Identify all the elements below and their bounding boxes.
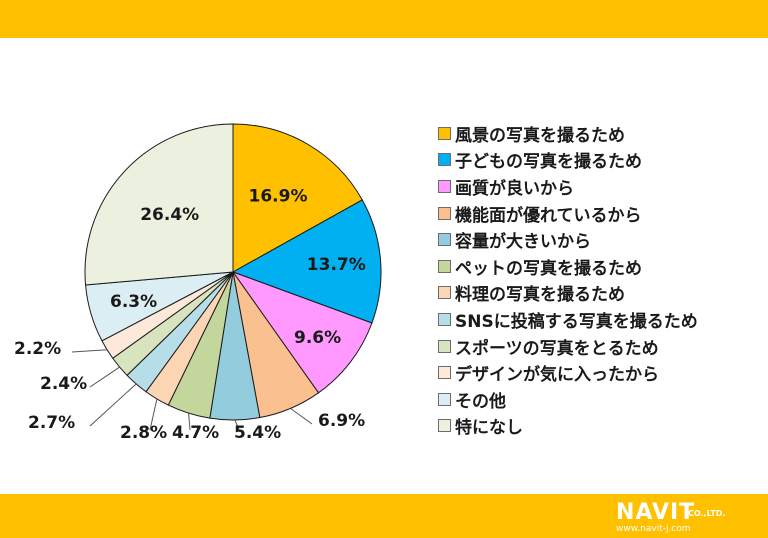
legend-label: 機能面が優れているから bbox=[455, 205, 642, 226]
legend-item: 画質が良いから bbox=[438, 173, 758, 200]
data-label: 13.7% bbox=[307, 255, 366, 275]
legend-label: デザインが気に入ったから bbox=[455, 365, 659, 386]
data-label: 26.4% bbox=[140, 205, 199, 225]
data-label: 16.9% bbox=[249, 186, 308, 206]
legend-item: ペットの写真を撮るため bbox=[438, 253, 758, 280]
leader-line bbox=[71, 349, 108, 353]
legend-item: 機能面が優れているから bbox=[438, 200, 758, 227]
pie-slice bbox=[84, 123, 234, 286]
data-label: 2.8% bbox=[120, 423, 167, 443]
legend-label: 風景の写真を撮るため bbox=[455, 125, 625, 146]
leader-line bbox=[89, 366, 120, 388]
leader-line bbox=[149, 398, 158, 431]
legend-item: スポーツの写真をとるため bbox=[438, 333, 758, 360]
legend-swatch bbox=[438, 179, 451, 193]
legend-item: 特になし bbox=[438, 413, 758, 440]
legend-swatch bbox=[438, 339, 451, 353]
legend-label: その他 bbox=[455, 391, 506, 412]
leader-line bbox=[290, 407, 313, 425]
logo-company-suffix: CO.,LTD. bbox=[688, 509, 726, 518]
data-label: 6.9% bbox=[318, 411, 365, 431]
legend-item: 風景の写真を撮るため bbox=[438, 120, 758, 147]
chart-legend: 風景の写真を撮るため 子どもの写真を撮るため 画質が良いから機能面が優れているから容… bbox=[438, 120, 758, 439]
legend-label: 料理の写真を撮るため bbox=[455, 285, 625, 306]
data-label: 5.4% bbox=[234, 423, 281, 443]
legend-swatch bbox=[438, 286, 451, 300]
data-label: 9.6% bbox=[294, 328, 341, 348]
data-label: 2.2% bbox=[14, 339, 61, 359]
data-label: 4.7% bbox=[172, 423, 219, 443]
pie-slice bbox=[231, 270, 373, 394]
legend-swatch bbox=[438, 419, 451, 433]
navit-logo: NAVIT CO.,LTD. www.navit-j.com bbox=[608, 500, 758, 534]
legend-swatch bbox=[438, 206, 451, 220]
logo-url: www.navit-j.com bbox=[616, 524, 691, 534]
legend-swatch bbox=[438, 153, 451, 167]
legend-swatch bbox=[438, 366, 451, 380]
legend-item: 料理の写真を撮るため bbox=[438, 280, 758, 307]
legend-item: 子どもの写真を撮るため bbox=[438, 147, 758, 174]
legend-swatch bbox=[438, 126, 451, 140]
legend-label: 容量が大きいから bbox=[455, 232, 591, 253]
bottom-banner bbox=[0, 494, 768, 538]
data-label: 6.3% bbox=[110, 292, 157, 312]
legend-item: SNSに投稿する写真を撮るため bbox=[438, 306, 758, 333]
legend-swatch bbox=[438, 312, 451, 326]
logo-name: NAVIT bbox=[616, 500, 696, 525]
pie-slice bbox=[231, 199, 382, 324]
legend-item: 容量が大きいから bbox=[438, 226, 758, 253]
legend-swatch bbox=[438, 233, 451, 247]
leader-line bbox=[234, 419, 241, 433]
data-label: 2.4% bbox=[40, 374, 87, 394]
leader-line bbox=[89, 383, 137, 427]
legend-label: SNSに投稿する写真を撮るため bbox=[455, 311, 698, 332]
leader-line bbox=[188, 413, 191, 431]
top-banner bbox=[0, 0, 768, 38]
legend-label: 子どもの写真を撮るため bbox=[455, 152, 642, 173]
legend-label: ペットの写真を撮るため bbox=[455, 258, 642, 279]
data-label: 2.7% bbox=[28, 413, 75, 433]
legend-swatch bbox=[438, 392, 451, 406]
pie-slice bbox=[232, 123, 363, 273]
legend-label: スポーツの写真をとるため bbox=[455, 338, 659, 359]
legend-label: 特になし bbox=[455, 418, 523, 439]
legend-item: その他 bbox=[438, 386, 758, 413]
legend-item: デザインが気に入ったから bbox=[438, 359, 758, 386]
legend-swatch bbox=[438, 259, 451, 273]
legend-label: 画質が良いから bbox=[455, 178, 574, 199]
